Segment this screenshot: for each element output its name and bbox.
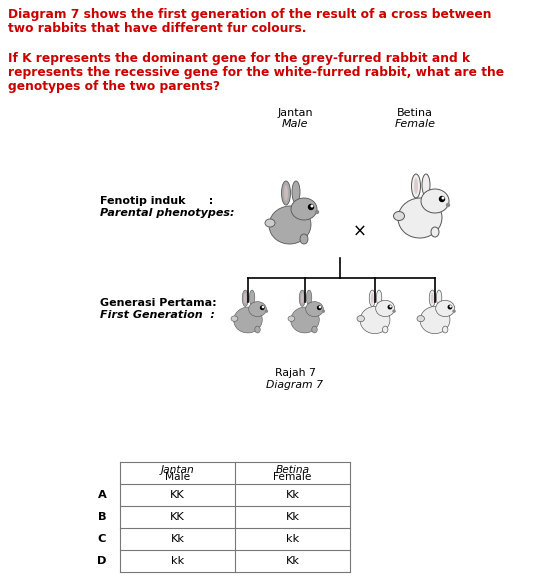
Ellipse shape [443, 326, 448, 333]
Text: If K represents the dominant gene for the grey-furred rabbit and k: If K represents the dominant gene for th… [8, 52, 470, 65]
Circle shape [393, 310, 395, 312]
Text: Fenotip induk      :: Fenotip induk : [100, 196, 213, 206]
Ellipse shape [242, 290, 248, 306]
Text: ×: × [353, 223, 367, 241]
Circle shape [448, 305, 452, 309]
Text: KK: KK [170, 512, 185, 522]
Ellipse shape [312, 326, 317, 333]
Text: Kk: Kk [286, 556, 300, 566]
Ellipse shape [431, 227, 439, 237]
Ellipse shape [422, 174, 430, 196]
Ellipse shape [255, 326, 260, 333]
Ellipse shape [281, 181, 291, 205]
Text: Male: Male [165, 472, 190, 482]
Circle shape [450, 306, 451, 307]
Ellipse shape [299, 290, 305, 306]
Circle shape [265, 310, 267, 312]
Ellipse shape [291, 307, 319, 333]
Ellipse shape [383, 326, 388, 333]
Ellipse shape [300, 234, 308, 244]
Ellipse shape [250, 290, 255, 305]
Text: Female: Female [273, 472, 312, 482]
Circle shape [317, 306, 321, 309]
Text: Diagram 7: Diagram 7 [266, 380, 323, 390]
Circle shape [308, 205, 314, 209]
Ellipse shape [437, 290, 442, 305]
Ellipse shape [357, 316, 364, 322]
Ellipse shape [436, 300, 455, 316]
Text: represents the recessive gene for the white-furred rabbit, what are the: represents the recessive gene for the wh… [8, 66, 504, 79]
Ellipse shape [431, 293, 434, 303]
Text: two rabbits that have different fur colours.: two rabbits that have different fur colo… [8, 22, 307, 35]
Circle shape [315, 211, 319, 213]
Ellipse shape [248, 302, 266, 316]
Ellipse shape [417, 316, 424, 322]
Ellipse shape [371, 293, 374, 303]
Text: KK: KK [170, 490, 185, 500]
Ellipse shape [360, 306, 390, 333]
Circle shape [260, 306, 264, 309]
Text: A: A [98, 490, 106, 500]
Ellipse shape [291, 198, 317, 220]
Ellipse shape [376, 300, 395, 316]
Circle shape [322, 310, 324, 312]
Ellipse shape [411, 174, 420, 198]
Text: Male: Male [282, 119, 308, 129]
Text: Parental phenotypes:: Parental phenotypes: [100, 208, 234, 218]
Ellipse shape [420, 306, 450, 333]
Ellipse shape [265, 219, 275, 227]
Ellipse shape [244, 293, 247, 303]
Circle shape [320, 306, 321, 308]
Text: kk: kk [171, 556, 184, 566]
Ellipse shape [393, 212, 404, 220]
Ellipse shape [301, 293, 303, 303]
Text: Generasi Pertama:: Generasi Pertama: [100, 298, 217, 308]
Text: Jantan: Jantan [161, 465, 195, 475]
Text: Betina: Betina [275, 465, 309, 475]
Ellipse shape [421, 189, 449, 213]
Circle shape [453, 310, 455, 312]
Ellipse shape [234, 307, 262, 333]
Ellipse shape [284, 185, 288, 201]
Ellipse shape [429, 290, 436, 306]
Text: genotypes of the two parents?: genotypes of the two parents? [8, 80, 220, 93]
Ellipse shape [288, 316, 295, 322]
Circle shape [262, 306, 264, 308]
Ellipse shape [414, 178, 418, 194]
Circle shape [442, 197, 444, 199]
Circle shape [446, 203, 450, 206]
Text: First Generation  :: First Generation : [100, 310, 215, 320]
Ellipse shape [376, 290, 382, 305]
Circle shape [439, 196, 445, 202]
Text: C: C [98, 534, 106, 544]
Ellipse shape [306, 290, 312, 305]
Circle shape [311, 205, 313, 207]
Ellipse shape [292, 181, 300, 203]
Ellipse shape [306, 302, 323, 316]
Text: Diagram 7 shows the first generation of the result of a cross between: Diagram 7 shows the first generation of … [8, 8, 492, 21]
Text: Kk: Kk [286, 512, 300, 522]
Ellipse shape [269, 206, 311, 244]
Text: Female: Female [395, 119, 436, 129]
Text: D: D [97, 556, 107, 566]
Circle shape [390, 306, 391, 307]
Text: kk: kk [286, 534, 299, 544]
Text: Kk: Kk [286, 490, 300, 500]
Ellipse shape [231, 316, 238, 322]
Text: B: B [98, 512, 106, 522]
Text: Jantan: Jantan [277, 108, 313, 118]
Text: Kk: Kk [170, 534, 184, 544]
Text: Betina: Betina [397, 108, 433, 118]
Ellipse shape [369, 290, 375, 306]
Circle shape [388, 305, 392, 309]
Ellipse shape [398, 198, 442, 238]
Text: Rajah 7: Rajah 7 [274, 368, 315, 378]
